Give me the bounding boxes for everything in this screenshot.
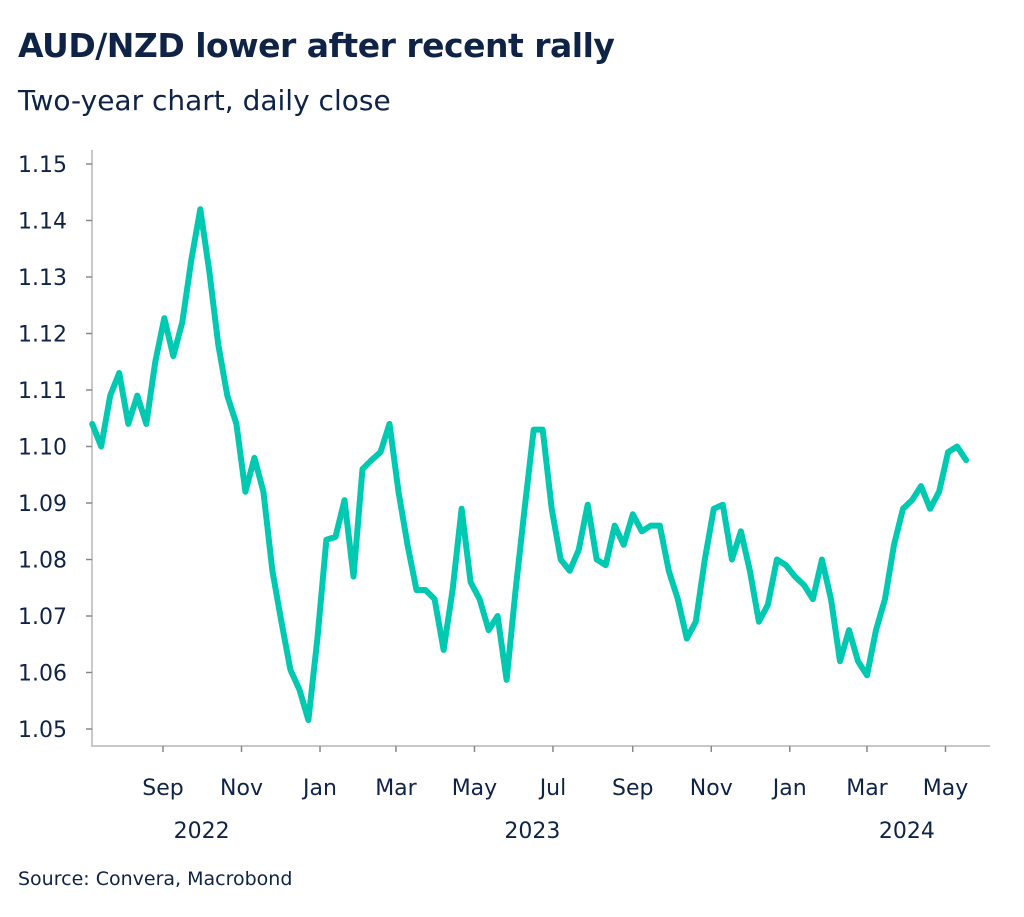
series-line-audnzd [89, 206, 970, 723]
x-year-label: 2022 [174, 819, 230, 844]
y-tick-label: 1.06 [18, 662, 67, 687]
y-tick-label: 1.09 [18, 492, 67, 517]
y-tick-label: 1.13 [18, 266, 67, 291]
y-tick-label: 1.05 [18, 718, 67, 743]
y-tick-label: 1.12 [18, 323, 67, 348]
chart-subtitle: Two-year chart, daily close [18, 84, 391, 117]
y-tick-label: 1.10 [18, 436, 67, 461]
y-tick-label: 1.08 [18, 549, 67, 574]
source-note: Source: Convera, Macrobond [18, 868, 293, 890]
x-year-label: 2024 [879, 819, 935, 844]
y-tick-label: 1.07 [18, 605, 67, 630]
chart-title: AUD/NZD lower after recent rally [18, 26, 615, 65]
y-tick-label: 1.15 [18, 153, 67, 178]
x-tick-label: Jan [771, 776, 807, 801]
y-tick-label: 1.11 [18, 379, 67, 404]
x-tick-label: Jul [538, 776, 567, 801]
x-tick-label: Nov [690, 776, 733, 801]
y-tick-label: 1.14 [18, 210, 67, 235]
x-tick-label: Mar [846, 776, 888, 801]
x-tick-label: May [923, 776, 968, 801]
x-tick-label: Sep [612, 776, 653, 801]
x-tick-label: May [452, 776, 497, 801]
x-tick-label: Nov [220, 776, 263, 801]
x-tick-label: Sep [142, 776, 183, 801]
x-tick-label: Mar [375, 776, 417, 801]
x-year-label: 2023 [504, 819, 560, 844]
x-tick-label: Jan [301, 776, 337, 801]
